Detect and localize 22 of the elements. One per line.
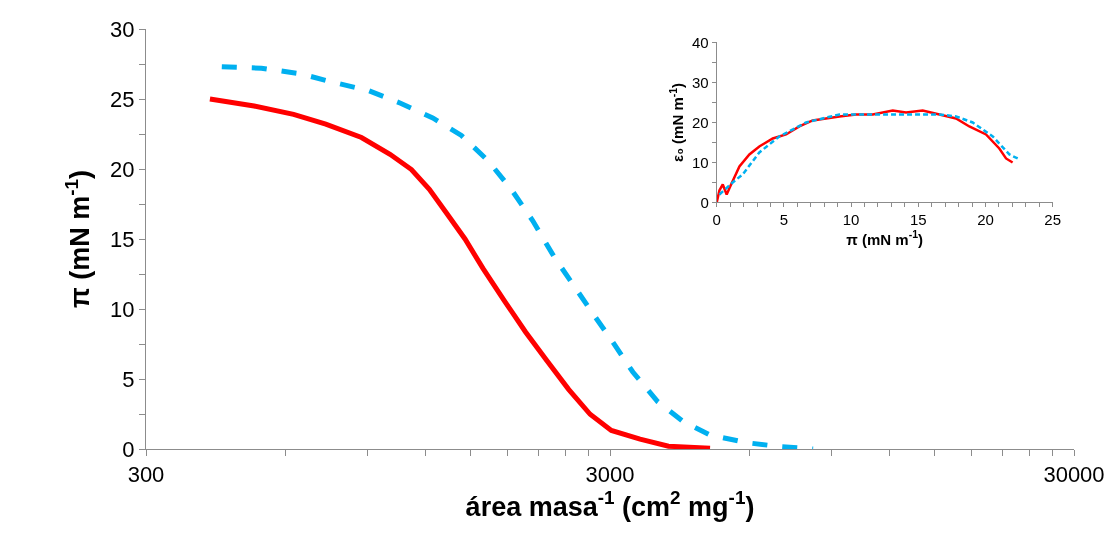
y-tick-label: 20 <box>692 113 709 131</box>
x-axis-title: área masa$^{-1}$ (cm$^{2}$ mg$^{-1}$) <box>465 487 755 522</box>
x-tick-label: 10 <box>842 211 860 229</box>
y-tick-label: 40 <box>692 33 709 51</box>
y-tick-label: 10 <box>110 296 135 322</box>
x-tick-label: 15 <box>909 211 927 229</box>
x-axis-title: π (mN m$^{-1}$) <box>846 228 924 248</box>
x-tick-label: 3000 <box>585 462 635 488</box>
y-tick-label: 25 <box>110 86 135 112</box>
y-tick-label: 20 <box>110 156 135 182</box>
y-tick-label: 0 <box>700 193 709 211</box>
x-tick-label: 25 <box>1044 211 1061 229</box>
x-tick-label: 300 <box>127 462 165 488</box>
y-tick-label: 5 <box>122 366 135 392</box>
y-tick-label: 30 <box>692 73 709 91</box>
y-tick-label: 30 <box>110 16 135 42</box>
x-tick-label: 0 <box>712 211 721 229</box>
x-tick-label: 20 <box>977 211 994 229</box>
y-tick-label: 10 <box>692 153 709 171</box>
y-tick-label: 0 <box>122 436 135 462</box>
x-tick-label: 5 <box>779 211 789 229</box>
x-tick-label: 30000 <box>1043 462 1105 488</box>
